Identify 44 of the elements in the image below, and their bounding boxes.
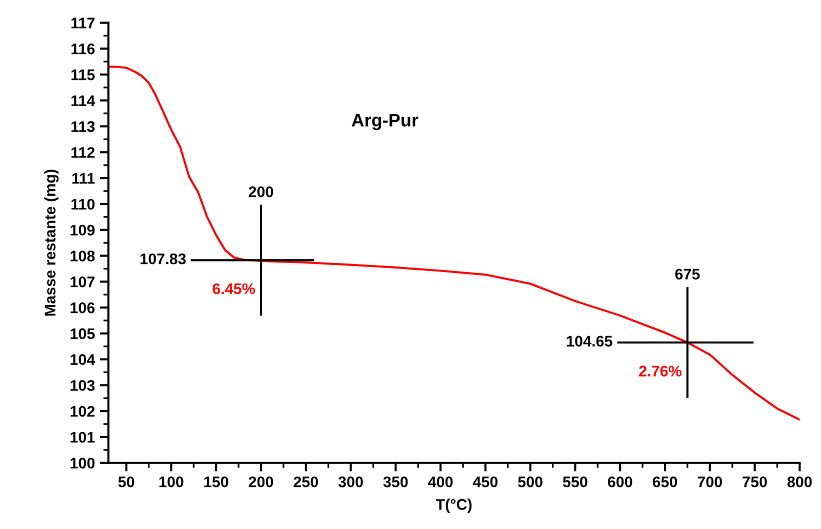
x-tick-label: 750: [742, 476, 767, 488]
y-tick-label: 109: [70, 224, 95, 236]
annotation: 6.45%: [212, 283, 256, 294]
ref-line-label: 200: [248, 186, 274, 198]
x-tick-label: 400: [428, 476, 453, 488]
x-tick-label: 500: [518, 476, 542, 488]
ref-line-label: 675: [675, 268, 700, 280]
y-tick-label: 106: [70, 302, 95, 314]
y-tick-label: 111: [72, 173, 95, 184]
text: Arg-Pur: [352, 114, 418, 130]
x-tick-label: 350: [383, 476, 408, 488]
ref-line-label: 104.65: [566, 336, 612, 347]
x-tick-label: 550: [562, 476, 588, 488]
x-tick-label: 150: [204, 476, 228, 488]
y-tick-label: 107: [70, 276, 95, 288]
y-axis-title: Masse restante (mg): [44, 170, 59, 316]
y-tick-label: 108: [70, 250, 95, 262]
x-axis-title: T(°C): [436, 498, 472, 513]
x-tick-label: 800: [787, 476, 812, 488]
x-tick-label: 600: [608, 476, 632, 488]
ref-line-label: 107.83: [140, 253, 186, 264]
y-tick-label: 105: [70, 328, 95, 340]
y-tick-label: 115: [71, 70, 95, 80]
y-tick-label: 100: [70, 458, 95, 469]
line-series: [108, 66, 800, 421]
y-tick-label: 104: [70, 354, 96, 365]
x-tick-label: 450: [472, 476, 498, 488]
y-tick-label: 110: [71, 198, 95, 210]
y-tick-label: 102: [70, 406, 95, 417]
x-tick-label: 50: [118, 476, 134, 488]
y-tick-label: 112: [71, 147, 95, 158]
y-tick-label: 117: [71, 18, 95, 28]
y-tick-label: 101: [70, 432, 95, 443]
x-tick-label: 100: [159, 476, 184, 488]
y-tick-label: 103: [70, 380, 95, 391]
x-tick-label: 250: [294, 476, 318, 488]
y-tick-label: 116: [71, 44, 95, 54]
y-tick-label: 113: [71, 121, 95, 132]
x-tick-label: 650: [652, 476, 678, 488]
y-tick-label: 114: [71, 95, 96, 106]
x-tick-label: 200: [248, 476, 274, 488]
x-tick-label: 300: [338, 476, 363, 488]
x-tick-label: 700: [698, 476, 722, 488]
annotation: 2.76%: [639, 366, 682, 376]
